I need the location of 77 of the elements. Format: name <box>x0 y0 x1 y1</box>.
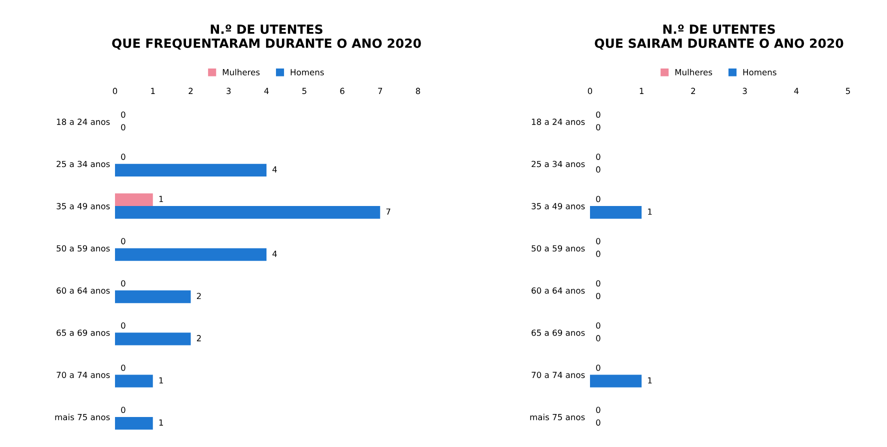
x-tick-label: 0 <box>588 88 592 94</box>
legend-label: Mulheres <box>675 68 712 76</box>
bar <box>115 332 191 346</box>
x-tick-label: 4 <box>264 88 269 94</box>
bar <box>115 248 266 261</box>
y-tick-label: 18 a 24 anos <box>56 118 110 125</box>
chart-title: N.º DE UTENTES QUE FREQUENTARAM DURANTE O ANO 2020 <box>112 24 421 50</box>
legend-label: Homens <box>290 69 324 76</box>
y-tick-label: 18 a 24 anos <box>532 118 585 125</box>
data-label: 0 <box>121 238 126 244</box>
x-tick-label: 4 <box>794 88 799 94</box>
x-tick-label: 5 <box>302 88 306 94</box>
y-tick-label: 25 a 34 anos <box>56 160 110 168</box>
data-label: 0 <box>596 111 600 118</box>
data-label: 0 <box>596 280 600 286</box>
data-label: 0 <box>121 280 126 286</box>
data-label: 2 <box>196 292 201 300</box>
y-tick-label: 35 a 49 anos <box>532 203 585 210</box>
bar <box>115 206 380 219</box>
bar <box>115 193 153 206</box>
y-tick-label: mais 75 anos <box>530 414 585 420</box>
data-label: 0 <box>596 250 600 257</box>
data-label: 0 <box>596 364 600 371</box>
data-label: 0 <box>596 322 600 329</box>
bar <box>115 416 153 430</box>
data-label: 0 <box>596 154 600 160</box>
y-tick-label: mais 75 anos <box>55 414 110 420</box>
bar <box>115 290 191 304</box>
legend-label: Homens <box>743 69 776 76</box>
data-label: 0 <box>121 111 126 118</box>
data-label: 0 <box>596 335 600 342</box>
y-tick-label: 25 a 34 anos <box>532 160 585 168</box>
legend-label: Mulheres <box>222 68 260 76</box>
y-tick-label: 50 a 59 anos <box>56 245 110 252</box>
x-tick-label: 7 <box>378 88 382 94</box>
y-tick-label: 65 a 69 anos <box>532 330 585 336</box>
data-label: 7 <box>386 208 390 215</box>
data-label: 2 <box>196 335 201 342</box>
x-tick-label: 2 <box>188 88 193 94</box>
bar <box>115 164 266 177</box>
x-tick-label: 1 <box>151 88 155 94</box>
data-label: 1 <box>648 208 652 215</box>
y-tick-label: 65 a 69 anos <box>56 330 110 336</box>
y-tick-label: 60 a 64 anos <box>56 287 110 294</box>
chart-title: N.º DE UTENTES QUE SAIRAM DURANTE O ANO 2020 <box>594 24 844 50</box>
data-label: 0 <box>121 124 126 130</box>
data-label: 0 <box>596 196 600 202</box>
x-tick-label: 5 <box>846 88 850 94</box>
data-label: 1 <box>159 377 163 384</box>
y-tick-label: 60 a 64 anos <box>532 287 585 294</box>
data-label: 4 <box>272 250 277 257</box>
data-label: 0 <box>596 419 600 426</box>
x-tick-label: 2 <box>691 88 696 94</box>
data-label: 0 <box>121 406 126 414</box>
x-tick-label: 1 <box>640 88 644 94</box>
x-tick-label: 0 <box>112 88 118 94</box>
data-label: 1 <box>648 377 652 384</box>
data-label: 0 <box>121 154 126 160</box>
data-label: 1 <box>159 420 163 426</box>
data-label: 0 <box>596 238 600 244</box>
bar <box>115 374 153 388</box>
x-tick-label: 8 <box>416 88 420 94</box>
data-label: 0 <box>121 322 126 329</box>
x-tick-label: 3 <box>226 88 231 94</box>
data-label: 1 <box>159 196 163 202</box>
data-label: 4 <box>272 166 277 172</box>
data-label: 0 <box>596 292 600 300</box>
x-tick-label: 3 <box>742 88 747 94</box>
y-tick-label: 35 a 49 anos <box>56 203 110 210</box>
data-label: 0 <box>596 166 600 173</box>
data-label: 0 <box>596 124 600 130</box>
x-tick-label: 6 <box>340 88 344 94</box>
y-tick-label: 50 a 59 anos <box>532 245 585 252</box>
data-label: 0 <box>596 406 600 414</box>
y-tick-label: 70 a 74 anos <box>56 372 110 378</box>
data-label: 0 <box>121 364 126 371</box>
y-tick-label: 70 a 74 anos <box>532 372 585 378</box>
